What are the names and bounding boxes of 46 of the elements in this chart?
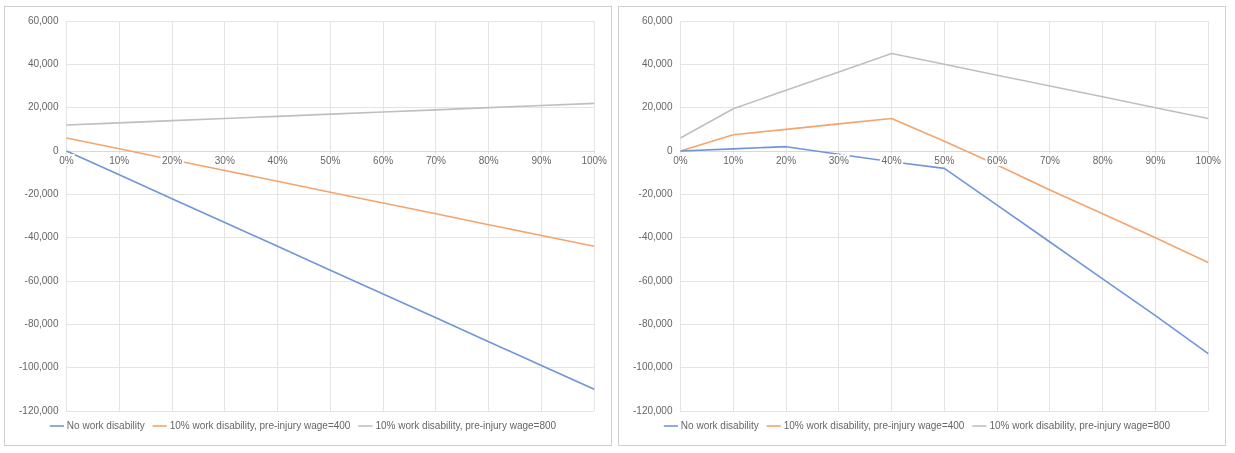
x-tick-label: 10% [109, 154, 130, 166]
y-tick-label: 40,000 [27, 58, 59, 70]
x-tick-label: 0% [59, 154, 74, 166]
y-tick-label: -100,000 [18, 361, 59, 373]
y-tick-label: -60,000 [24, 274, 59, 286]
legend-label: No work disability [66, 419, 145, 431]
y-tick-label: 0 [666, 144, 673, 156]
x-tick-label: 80% [1092, 154, 1113, 166]
x-tick-label: 30% [214, 154, 235, 166]
x-tick-label: 40% [267, 154, 288, 166]
y-tick-label: -100,000 [632, 361, 673, 373]
legend-label: 10% work disability, pre-injury wage=800 [989, 419, 1171, 431]
x-tick-label: 60% [373, 154, 394, 166]
x-tick-label: 30% [828, 154, 849, 166]
y-tick-label: 20,000 [27, 101, 59, 113]
x-tick-label: 60% [987, 154, 1008, 166]
y-tick-label: -80,000 [24, 318, 59, 330]
y-tick-label: 20,000 [641, 101, 673, 113]
x-tick-label: 0% [673, 154, 688, 166]
x-tick-label: 10% [723, 154, 744, 166]
x-tick-label: 50% [320, 154, 341, 166]
y-tick-label: 40,000 [641, 58, 673, 70]
y-tick-label: -40,000 [638, 231, 673, 243]
x-tick-label: 90% [531, 154, 552, 166]
y-tick-label: 0 [52, 144, 59, 156]
y-tick-label: -120,000 [632, 404, 673, 416]
x-tick-label: 100% [1195, 154, 1222, 166]
y-tick-label: -60,000 [638, 274, 673, 286]
y-tick-label: -20,000 [638, 188, 673, 200]
x-tick-label: 70% [1039, 154, 1061, 166]
legend-label: No work disability [680, 419, 759, 431]
y-tick-label: -20,000 [24, 188, 59, 200]
y-tick-label: -80,000 [638, 318, 673, 330]
legend-label: 10% work disability, pre-injury wage=800 [375, 419, 557, 431]
x-tick-label: 70% [425, 154, 447, 166]
y-tick-label: 60,000 [27, 14, 59, 26]
y-tick-label: 60,000 [641, 14, 673, 26]
y-tick-label: -120,000 [18, 404, 59, 416]
x-tick-label: 80% [478, 154, 499, 166]
x-tick-label: 100% [581, 154, 608, 166]
y-tick-label: -40,000 [24, 231, 59, 243]
legend-label: 10% work disability, pre-injury wage=400 [169, 419, 351, 431]
x-tick-label: 90% [1145, 154, 1166, 166]
x-tick-label: 50% [934, 154, 955, 166]
x-tick-label: 20% [776, 154, 797, 166]
legend-label: 10% work disability, pre-injury wage=400 [783, 419, 965, 431]
